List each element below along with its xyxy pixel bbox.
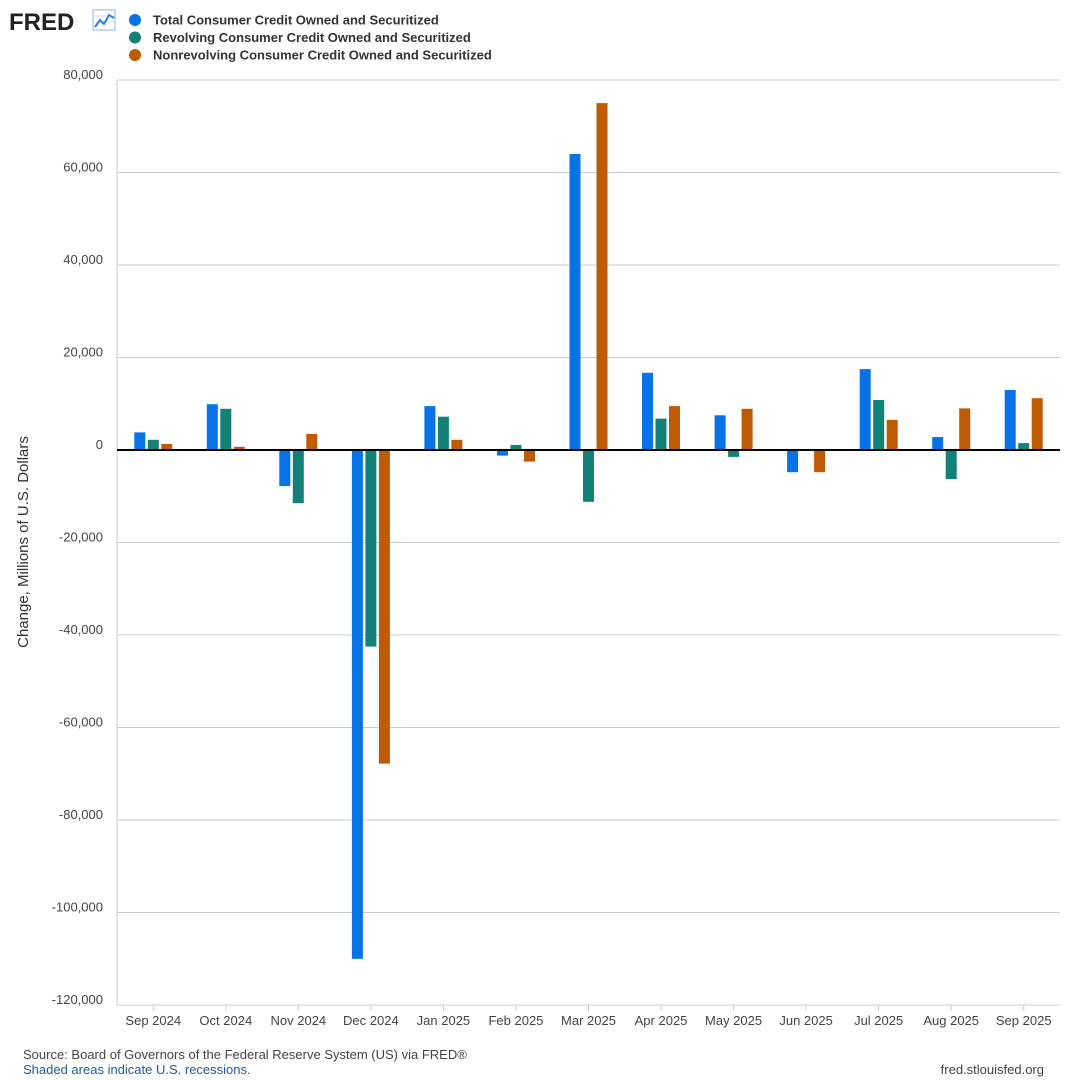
- x-tick-label: Jul 2025: [854, 1013, 903, 1028]
- bar[interactable]: [814, 450, 826, 473]
- bar[interactable]: [583, 450, 594, 502]
- x-tick-label: Sep 2025: [996, 1013, 1052, 1028]
- y-tick-label: 20,000: [63, 345, 103, 360]
- x-tick-label: Aug 2025: [923, 1013, 979, 1028]
- bar[interactable]: [1031, 398, 1043, 450]
- fred-url-link[interactable]: fred.stlouisfed.org: [940, 1062, 1044, 1077]
- x-tick-label: Sep 2024: [125, 1013, 181, 1028]
- bar[interactable]: [524, 450, 535, 462]
- bar[interactable]: [147, 439, 159, 450]
- bar[interactable]: [959, 408, 971, 450]
- bar[interactable]: [220, 408, 232, 450]
- bar[interactable]: [741, 408, 753, 450]
- bar[interactable]: [655, 418, 667, 450]
- bar[interactable]: [642, 372, 653, 450]
- bar[interactable]: [206, 404, 218, 450]
- bar[interactable]: [161, 444, 173, 450]
- bar[interactable]: [1018, 443, 1030, 450]
- bar[interactable]: [451, 439, 463, 450]
- x-tick-label: Oct 2024: [199, 1013, 252, 1028]
- legend-label: Total Consumer Credit Owned and Securiti…: [153, 13, 439, 28]
- bar[interactable]: [886, 419, 898, 450]
- x-tick-label: Dec 2024: [343, 1013, 399, 1028]
- x-tick-label: Jan 2025: [417, 1013, 471, 1028]
- x-tick-label: May 2025: [705, 1013, 762, 1028]
- legend-marker: [129, 14, 141, 26]
- bar[interactable]: [859, 369, 871, 450]
- bar[interactable]: [233, 446, 245, 450]
- y-tick-label: -100,000: [52, 900, 103, 915]
- bar[interactable]: [787, 450, 799, 473]
- bar[interactable]: [497, 450, 508, 456]
- y-axis-ticks: 80,000 60,000 40,000 20,000 0 -20,000 -40,000 -…: [52, 67, 103, 1007]
- y-axis-label: Change, Millions of U.S. Dollars: [15, 436, 32, 648]
- bar[interactable]: [351, 450, 363, 959]
- x-tick-label: Jun 2025: [779, 1013, 833, 1028]
- bar[interactable]: [292, 450, 304, 504]
- y-tick-label: 60,000: [63, 160, 103, 175]
- x-tick-label: Mar 2025: [561, 1013, 616, 1028]
- y-tick-label: -80,000: [59, 807, 103, 822]
- bar[interactable]: [1004, 389, 1016, 450]
- bar[interactable]: [279, 450, 291, 487]
- bar[interactable]: [714, 415, 726, 450]
- legend-marker: [129, 49, 141, 61]
- legend-label: Revolving Consumer Credit Owned and Secu…: [153, 30, 471, 45]
- legend-marker: [129, 31, 141, 44]
- y-tick-label: -60,000: [59, 715, 103, 730]
- y-tick-label: 40,000: [63, 252, 103, 267]
- fred-logo-text: FRED: [9, 9, 74, 36]
- bar[interactable]: [945, 450, 957, 480]
- y-tick-label: 0: [96, 437, 103, 452]
- bar[interactable]: [596, 103, 608, 450]
- x-tick-label: Nov 2024: [271, 1013, 327, 1028]
- bar[interactable]: [365, 450, 377, 647]
- bar[interactable]: [728, 450, 740, 457]
- bar[interactable]: [932, 437, 944, 450]
- recession-note: Shaded areas indicate U.S. recessions.: [23, 1062, 251, 1077]
- bar[interactable]: [510, 444, 522, 450]
- bar[interactable]: [424, 406, 436, 450]
- source-note: Source: Board of Governors of the Federa…: [23, 1047, 467, 1062]
- y-tick-label: 80,000: [63, 67, 103, 82]
- bar[interactable]: [873, 400, 885, 450]
- bar[interactable]: [134, 432, 146, 450]
- legend-label: Nonrevolving Consumer Credit Owned and S…: [153, 48, 492, 63]
- bar[interactable]: [669, 406, 680, 450]
- line-chart-icon: [92, 9, 116, 31]
- y-tick-label: -20,000: [59, 530, 103, 545]
- x-tick-label: Feb 2025: [488, 1013, 543, 1028]
- y-tick-label: -40,000: [59, 622, 103, 637]
- bar[interactable]: [437, 416, 449, 450]
- legend: Total Consumer Credit Owned and Securiti…: [129, 13, 492, 63]
- x-tick-label: Apr 2025: [635, 1013, 688, 1028]
- grid: [117, 79, 1060, 1006]
- bar[interactable]: [306, 433, 318, 450]
- bar[interactable]: [569, 154, 581, 450]
- fred-logo[interactable]: FRED: [9, 9, 116, 36]
- x-axis-ticks: Sep 2024 Oct 2024 Nov 2024 Dec 2024 Jan 2025…: [125, 1005, 1052, 1028]
- bars: [134, 103, 1043, 959]
- y-tick-label: -120,000: [52, 992, 103, 1007]
- bar[interactable]: [378, 450, 390, 764]
